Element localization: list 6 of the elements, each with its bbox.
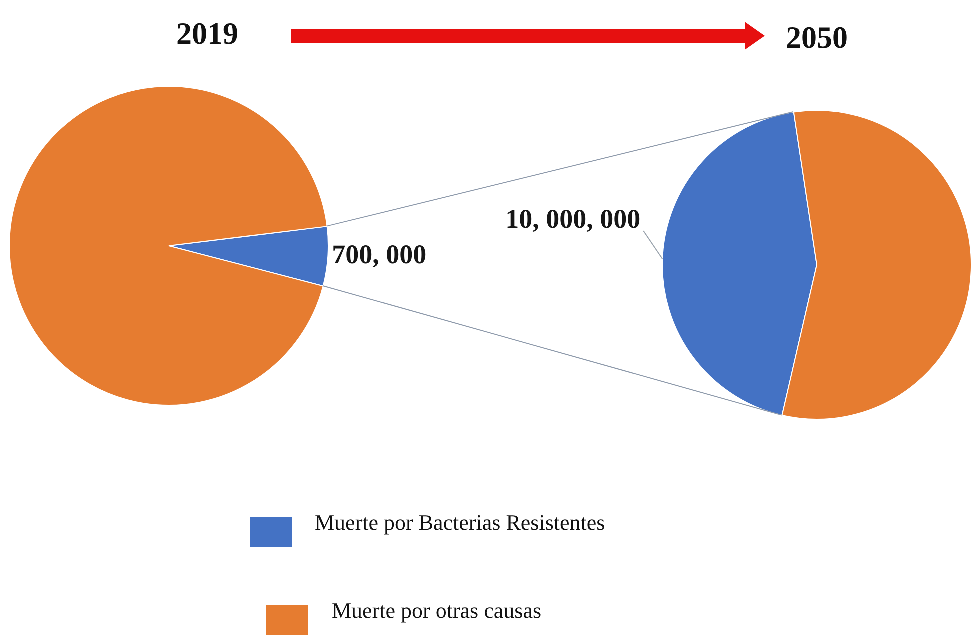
text: 10, 000, 000: [506, 204, 641, 234]
legend-label: Muerte por Bacterias Resistentes: [315, 510, 606, 535]
legend-label: Muerte por otras causas: [332, 598, 542, 623]
text: 700, 000: [332, 240, 427, 270]
chart-title: 2019: [176, 16, 240, 51]
chart-title: 2050: [785, 20, 849, 55]
